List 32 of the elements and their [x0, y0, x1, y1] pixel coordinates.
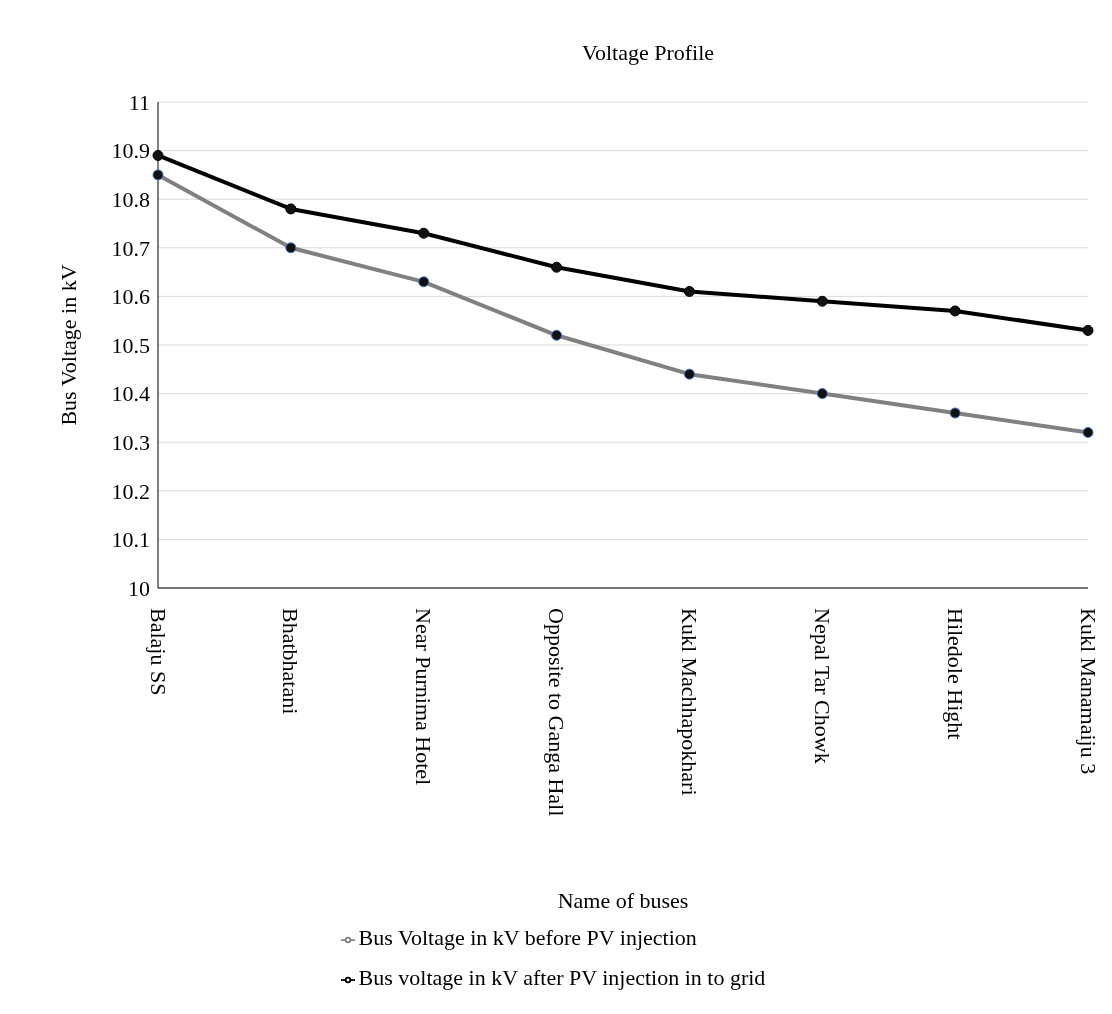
- chart-title: Voltage Profile: [580, 40, 716, 66]
- point: [418, 227, 430, 239]
- point: [551, 261, 563, 273]
- legend-label: Bus Voltage in kV before PV injection: [358, 925, 697, 950]
- x-axis-title: Name of buses: [557, 888, 689, 913]
- x-tick-label: Near Purnima Hotel: [411, 608, 437, 786]
- x-tick-label: Opposite to Ganga Hall: [544, 608, 570, 817]
- point: [816, 295, 828, 307]
- y-tick-label: 10.3: [111, 430, 150, 456]
- y-tick-label: 10.1: [111, 527, 150, 553]
- y-tick-label: 10: [128, 575, 150, 601]
- y-tick-label: 10.9: [111, 138, 150, 164]
- legend-label: Bus voltage in kV after PV injection in to grid: [358, 965, 766, 990]
- point: [285, 203, 297, 215]
- x-tick-label: Kukl Machhapokhari: [676, 608, 702, 796]
- x-tick-label: Nepal Tar Chowk: [809, 608, 835, 764]
- y-tick-label: 11: [128, 89, 150, 115]
- x-tick-label: Hiledole Hight: [942, 608, 968, 740]
- x-tick-label: Kukl Manamaiju 3: [1075, 608, 1101, 775]
- x-tick-label: Bhatbhatani: [278, 608, 304, 715]
- y-tick-label: 10.6: [111, 284, 150, 310]
- y-tick-label: 10.5: [111, 332, 150, 358]
- point: [152, 149, 164, 161]
- x-tick-label: Balaju SS: [145, 608, 171, 696]
- y-tick-label: 10.8: [111, 187, 150, 213]
- y-tick-label: 10.7: [111, 235, 150, 261]
- y-axis-title: Bus Voltage in kV: [55, 264, 81, 426]
- point: [683, 286, 695, 298]
- y-tick-label: 10.2: [111, 478, 150, 504]
- y-tick-label: 10.4: [111, 381, 150, 407]
- point: [949, 305, 961, 317]
- point: [1082, 324, 1094, 336]
